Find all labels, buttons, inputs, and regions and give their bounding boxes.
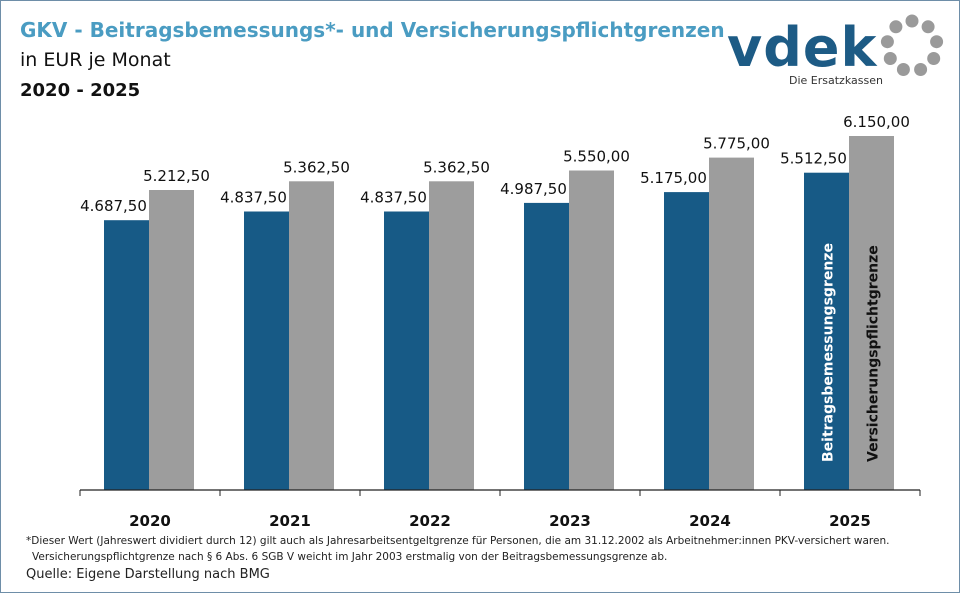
- bar-beitragsbemessung-2021: [244, 211, 289, 490]
- logo-wordmark: vdek: [727, 16, 877, 79]
- x-tick-label: 2024: [689, 512, 731, 530]
- bar-beitragsbemessung-2025: [804, 172, 849, 490]
- data-label: 6.150,00: [843, 113, 910, 131]
- data-label: 5.550,00: [563, 148, 630, 166]
- logo-ring-dot: [921, 20, 935, 34]
- logo-ring-icon: [880, 14, 944, 76]
- x-tick-label: 2020: [129, 512, 171, 530]
- data-label: 4.687,50: [80, 197, 147, 215]
- logo-ring-dot: [905, 14, 919, 28]
- bar-beitragsbemessung-2023: [524, 202, 569, 490]
- bar-beitragsbemessung-2020: [104, 220, 149, 490]
- logo-ring-dot: [896, 63, 910, 76]
- bar-versicherungspflicht-2020: [149, 190, 194, 490]
- data-label: 5.362,50: [423, 158, 490, 176]
- labels-group: 4.687,50 5.212,50 4.837,50 5.362,50 4.837,50…: [80, 113, 910, 462]
- logo-ring-dot: [930, 35, 944, 49]
- legend-series-label: Beitragsbemessungsgrenze: [821, 243, 837, 462]
- logo-ring-dot: [914, 63, 928, 76]
- footnote-line-2: Versicherungspflichtgrenze nach § 6 Abs.…: [32, 551, 668, 563]
- x-axis: 2020 2021 2022 2023 2024 2025: [79, 489, 921, 530]
- data-label: 5.362,50: [283, 158, 350, 176]
- bar-versicherungspflicht-2024: [709, 157, 754, 490]
- data-label: 4.837,50: [220, 189, 287, 207]
- chart-years: 2020 - 2025: [20, 80, 141, 101]
- logo-ring-dot: [883, 52, 897, 65]
- footnote: *Dieser Wert (Jahreswert dividiert durch…: [26, 533, 889, 565]
- data-label: 5.512,50: [780, 150, 847, 168]
- x-tick-label: 2021: [269, 512, 311, 530]
- chart-title: GKV - Beitragsbemessungs*- und Versicher…: [20, 18, 725, 42]
- bar-versicherungspflicht-2025: [849, 136, 894, 490]
- x-tick-label: 2025: [829, 512, 871, 530]
- x-tick-label: 2023: [549, 512, 591, 530]
- logo-tagline: Die Ersatzkassen: [789, 74, 883, 87]
- data-label: 5.775,00: [703, 135, 770, 153]
- bar-versicherungspflicht-2023: [569, 170, 614, 490]
- x-tick-label: 2022: [409, 512, 451, 530]
- bar-beitragsbemessung-2022: [384, 211, 429, 490]
- footnote-line-1: *Dieser Wert (Jahreswert dividiert durch…: [26, 535, 890, 547]
- chart-subtitle: in EUR je Monat: [20, 49, 171, 71]
- bar-beitragsbemessung-2024: [664, 192, 709, 490]
- logo-ring-dot: [889, 20, 903, 34]
- bars-group: [104, 136, 894, 491]
- vdek-logo: vdek Die Ersatzkassen: [727, 14, 944, 87]
- data-label: 4.837,50: [360, 189, 427, 207]
- bar-versicherungspflicht-2022: [429, 181, 474, 491]
- data-label: 4.987,50: [500, 180, 567, 198]
- data-label: 5.212,50: [143, 167, 210, 185]
- bar-versicherungspflicht-2021: [289, 181, 334, 491]
- legend-series-label: Versicherungspflichtgrenze: [866, 245, 882, 462]
- logo-ring-dot: [880, 35, 894, 49]
- logo-ring-dot: [927, 52, 941, 65]
- data-label: 5.175,00: [640, 169, 707, 187]
- source-note: Quelle: Eigene Darstellung nach BMG: [26, 567, 270, 582]
